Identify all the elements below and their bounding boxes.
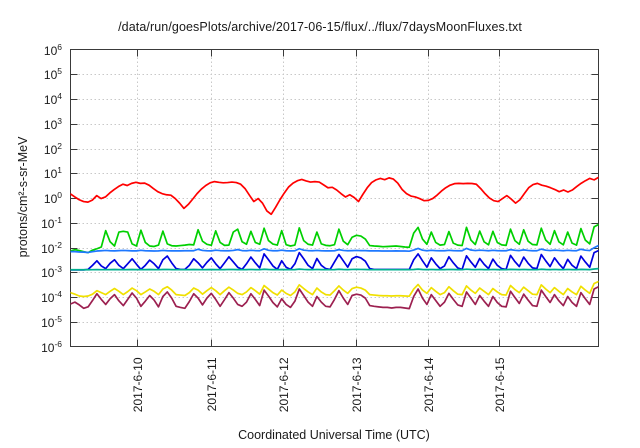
series-proton-flux-channel-p4 <box>70 249 599 271</box>
x-tick-label: 2017-6-12 <box>277 357 291 412</box>
y-tick-label: 10-2 <box>41 240 62 256</box>
y-tick-label: 10-4 <box>41 289 62 305</box>
series-proton-flux-channel-p2 <box>70 223 599 254</box>
x-tick-label: 2017-6-10 <box>131 357 145 412</box>
y-tick-label: 105 <box>44 66 62 82</box>
x-tick-label: 2017-6-11 <box>205 357 219 411</box>
x-tick-label: 2017-6-15 <box>493 357 507 412</box>
series-proton-flux-channel-p3 <box>70 244 599 254</box>
y-tick-label: 10-5 <box>41 314 62 330</box>
series-proton-flux-channel-p6 <box>70 280 599 298</box>
x-tick-marks <box>136 49 501 347</box>
y-tick-label: 10-1 <box>41 215 62 231</box>
y-tick-label: 101 <box>44 165 62 181</box>
y-tick-marks <box>70 73 599 324</box>
page-title: /data/run/goesPlots/archive/2017-06-15/f… <box>118 20 522 34</box>
y-tick-label: 10-3 <box>41 264 62 280</box>
y-tick-label: 100 <box>44 190 62 206</box>
series-proton-flux-channel-p7 <box>70 285 599 310</box>
y-tick-label: 102 <box>44 141 62 157</box>
plot-frame <box>69 48 600 348</box>
y-tick-label: 103 <box>44 116 62 132</box>
gridlines <box>70 49 599 347</box>
y-tick-labels: 106 105 104 103 102 101 100 10-1 10-2 10-3 10-4 10-… <box>41 42 62 355</box>
series-proton-flux-channel-p1 <box>70 176 599 216</box>
data-series-group <box>70 176 599 310</box>
series-proton-flux-channel-p5 <box>70 267 599 271</box>
x-tick-label: 2017-6-14 <box>422 357 436 412</box>
y-tick-label: 104 <box>44 91 62 107</box>
x-axis-title: Coordinated Universal Time (UTC) <box>238 428 430 442</box>
y-tick-label: 10-6 <box>41 339 62 355</box>
y-tick-label: 106 <box>44 42 62 58</box>
x-tick-label: 2017-6-13 <box>350 357 364 412</box>
x-tick-labels: 2017-6-10 2017-6-11 2017-6-12 2017-6-13 2017… <box>131 357 507 412</box>
